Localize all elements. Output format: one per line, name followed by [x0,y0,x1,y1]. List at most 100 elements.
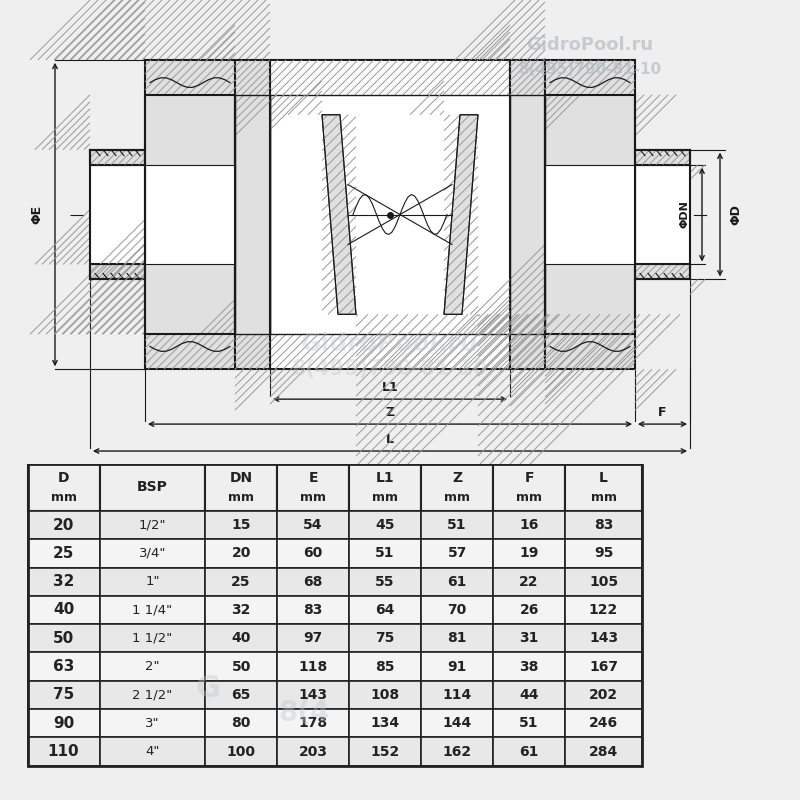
Bar [205,653,277,681]
Bar [421,653,493,681]
Text: GidroPool.ru: GidroPool.ru [301,332,479,356]
Text: 134: 134 [370,716,400,730]
Text: 178: 178 [298,716,328,730]
Bar [27,624,99,653]
Text: 40: 40 [231,631,251,646]
Text: 162: 162 [442,745,472,758]
Polygon shape [635,265,690,279]
Text: 118: 118 [298,660,328,674]
Text: 2 1/2": 2 1/2" [132,689,173,702]
Text: 3/4": 3/4" [138,547,166,560]
Bar [349,624,421,653]
Text: ΦE: ΦE [30,205,43,224]
Text: 54: 54 [303,518,323,532]
Bar [349,738,421,766]
Text: BSP: BSP [137,481,168,494]
Bar [277,709,349,738]
Bar [99,511,205,539]
Bar [27,596,99,624]
Text: F: F [524,471,534,485]
Text: 105: 105 [589,574,618,589]
Text: 75: 75 [53,687,74,702]
Bar [99,624,205,653]
Bar [349,567,421,596]
Text: DN: DN [230,471,253,485]
Text: 25: 25 [231,574,251,589]
Text: 44: 44 [519,688,539,702]
Bar [205,681,277,709]
Bar [27,709,99,738]
Bar [349,709,421,738]
Text: 3": 3" [145,717,159,730]
Text: ΦD: ΦD [730,204,742,225]
Bar [349,511,421,539]
Text: 15: 15 [231,518,251,532]
Bar [493,624,565,653]
Bar [27,464,642,766]
Bar [421,709,493,738]
Text: 83: 83 [594,518,614,532]
Text: mm: mm [50,491,77,504]
Bar [421,539,493,567]
Bar [493,511,565,539]
Bar [277,681,349,709]
Bar [205,567,277,596]
Text: 55: 55 [375,574,395,589]
Text: 51: 51 [519,716,539,730]
Text: 22: 22 [519,574,539,589]
Text: 202: 202 [589,688,618,702]
Text: 68: 68 [303,574,323,589]
Bar [349,653,421,681]
Polygon shape [145,165,235,265]
Bar [205,539,277,567]
Bar [277,464,349,511]
Text: 32: 32 [231,603,251,617]
Text: 40: 40 [53,602,74,618]
Text: 2": 2" [145,660,159,673]
Bar [493,681,565,709]
Bar [277,653,349,681]
Text: 246: 246 [589,716,618,730]
Polygon shape [270,60,510,370]
Text: 26: 26 [519,603,539,617]
Bar [493,738,565,766]
Bar [565,511,642,539]
Text: 31: 31 [519,631,539,646]
Bar [493,596,565,624]
Text: 167: 167 [589,660,618,674]
Text: 95: 95 [594,546,614,560]
Bar [27,539,99,567]
Text: 1/2": 1/2" [138,518,166,531]
Text: 20: 20 [53,518,74,533]
Bar [99,709,205,738]
Text: 61: 61 [447,574,467,589]
Text: 122: 122 [589,603,618,617]
Bar [565,709,642,738]
Bar [565,539,642,567]
Bar [565,567,642,596]
Text: L: L [386,433,394,446]
Text: 32: 32 [53,574,74,589]
Text: L1: L1 [376,471,394,485]
Text: 25: 25 [53,546,74,561]
Bar [421,624,493,653]
Bar [205,709,277,738]
Bar [493,464,565,511]
Bar [205,464,277,511]
Text: 108: 108 [370,688,400,702]
Text: 81: 81 [447,631,467,646]
Text: Z: Z [452,471,462,485]
Bar [565,596,642,624]
Polygon shape [235,60,270,370]
Text: 61: 61 [519,745,539,758]
Bar [99,539,205,567]
Bar [565,738,642,766]
Polygon shape [545,165,635,265]
Text: F: F [658,406,666,418]
Text: G: G [195,674,221,703]
Text: L: L [599,471,608,485]
Text: 143: 143 [298,688,328,702]
Bar [565,653,642,681]
Text: mm: mm [372,491,398,504]
Text: 91: 91 [447,660,467,674]
